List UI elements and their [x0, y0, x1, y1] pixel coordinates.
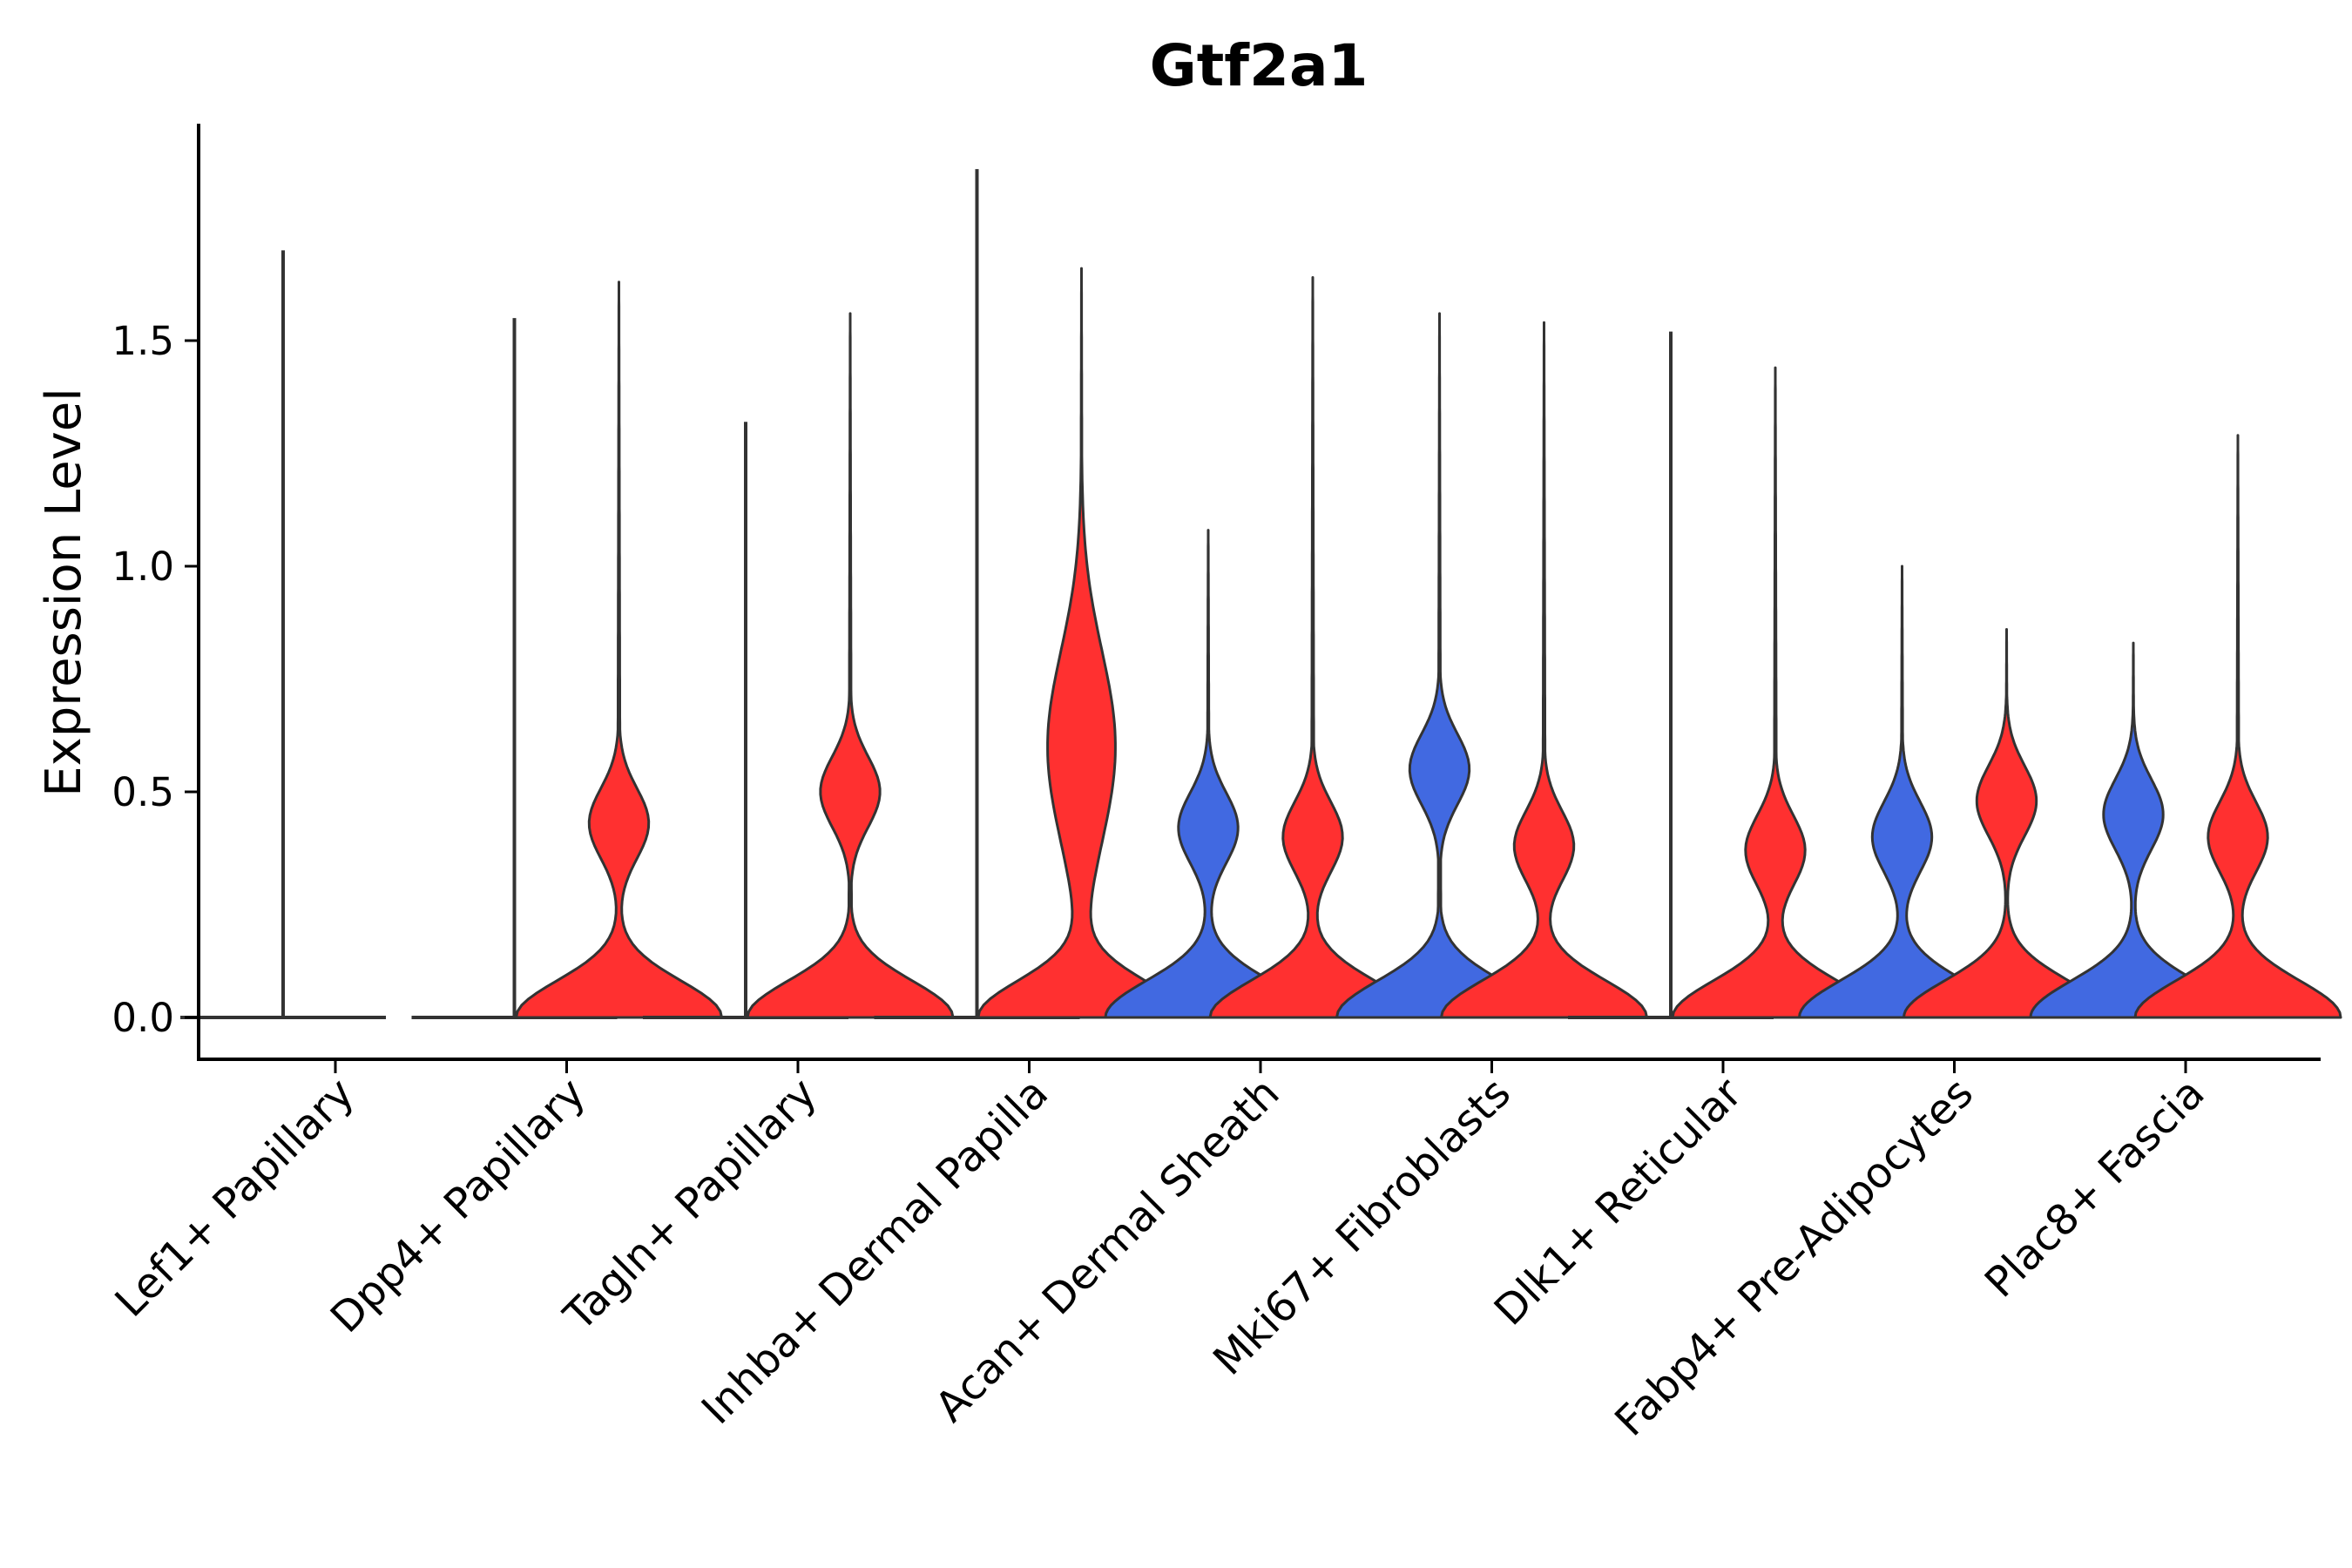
violin-right-red — [746, 312, 955, 1019]
y-tick-label: 0.5 — [112, 769, 174, 815]
plot-area — [180, 169, 2342, 1019]
x-category-label: Dlk1+ Reticular — [1485, 1069, 1752, 1335]
violin-left-blue — [1798, 564, 2006, 1019]
y-axis-label: Expression Level — [36, 388, 92, 797]
violin-right-red — [977, 267, 1186, 1019]
y-tick-label: 1.0 — [112, 544, 174, 590]
x-category-label: Tagln+ Papillary — [554, 1069, 826, 1341]
violin-left-blue — [2029, 641, 2238, 1019]
x-category-label: Dpp4+ Papillary — [321, 1069, 595, 1342]
violin-right-red — [2133, 434, 2342, 1019]
violin-left-blue — [1335, 312, 1544, 1019]
violin-left-blue — [1104, 529, 1313, 1019]
y-axis-ticks: 0.0 0.5 1.0 1.5 — [112, 318, 199, 1041]
y-tick-label: 1.5 — [112, 318, 174, 364]
chart-title: Gtf2a1 — [1150, 32, 1369, 99]
y-tick-label: 0.0 — [112, 995, 174, 1041]
x-category-label: Lef1+ Papillary — [106, 1069, 364, 1327]
x-category-label: Plac8+ Fascia — [1976, 1069, 2214, 1308]
violin-right-red — [1671, 366, 1880, 1019]
violin-right-red — [1440, 321, 1648, 1019]
violin-right-red — [1208, 276, 1417, 1019]
violin-right-red — [1903, 628, 2111, 1019]
violin-right-red — [515, 280, 723, 1019]
